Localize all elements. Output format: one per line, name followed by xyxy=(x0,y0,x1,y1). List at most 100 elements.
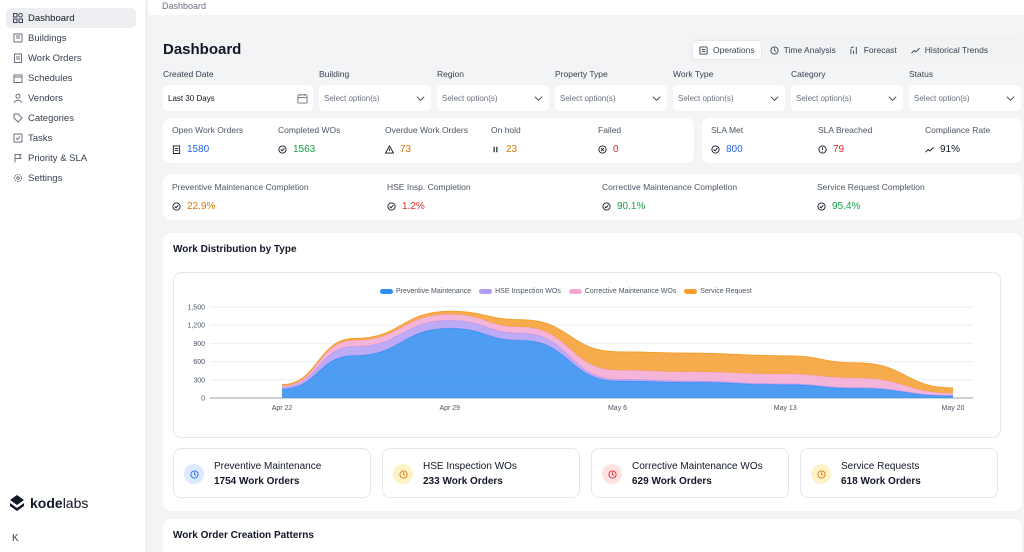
sidebar-item-label: Work Orders xyxy=(28,52,82,64)
type-card-name: Service Requests xyxy=(841,461,920,472)
stat-value: 1563 xyxy=(293,144,316,155)
x-axis-ticks: Apr 22 Apr 29 May 6 May 13 May 20 xyxy=(272,405,965,412)
legend-label: HSE Inspection WOs xyxy=(495,288,561,295)
clipboard-icon xyxy=(172,145,181,154)
sidebar-item-label: Vendors xyxy=(28,92,63,104)
area-preventive-maintenance[interactable] xyxy=(282,328,953,398)
stat-label: Overdue Work Orders xyxy=(385,125,468,135)
sla-stats-card: SLA Met 800 SLA Breached 79 Compliance R… xyxy=(702,118,1022,163)
filter-bar: Created Date Last 30 Days Building Selec… xyxy=(163,69,1024,113)
stat-value: 800 xyxy=(726,144,743,155)
sidebar-item-label: Tasks xyxy=(28,132,53,144)
area-corrective-maintenance-wos[interactable] xyxy=(282,314,953,396)
sidebar-item-work-orders[interactable]: Work Orders xyxy=(6,48,136,68)
type-card-hse[interactable]: HSE Inspection WOs 233 Work Orders xyxy=(382,448,580,498)
stat-label: SLA Breached xyxy=(818,125,873,135)
filter-building: Building Select option(s) xyxy=(319,69,431,111)
sidebar-item-categories[interactable]: Categories xyxy=(6,108,136,128)
work-distribution-title: Work Distribution by Type xyxy=(173,244,297,255)
stat-value: 1.2% xyxy=(402,201,425,212)
sidebar-item-dashboard[interactable]: Dashboard xyxy=(6,8,136,28)
filter-property-type: Property Type Select option(s) xyxy=(555,69,667,111)
stat-value: 90.1% xyxy=(617,201,646,212)
calendar-icon xyxy=(297,93,308,104)
stat-value: 95.4% xyxy=(832,201,861,212)
filter-work-type: Work Type Select option(s) xyxy=(673,69,785,111)
select-placeholder: Select option(s) xyxy=(560,93,616,103)
legend-item-preventive[interactable]: Preventive Maintenance xyxy=(380,288,471,295)
tab-historical-trends[interactable]: Historical Trends xyxy=(905,40,994,60)
clock-icon xyxy=(811,464,831,484)
legend-item-hse[interactable]: HSE Inspection WOs xyxy=(479,288,561,295)
stat-label: On hold xyxy=(491,125,521,135)
x-tick-label: May 13 xyxy=(774,405,797,412)
legend-swatch xyxy=(479,289,493,294)
filter-label: Region xyxy=(437,69,464,79)
dashboard-icon xyxy=(12,13,23,24)
stat-value: 1580 xyxy=(187,144,210,155)
type-card-corrective[interactable]: Corrective Maintenance WOs 629 Work Orde… xyxy=(591,448,789,498)
stat-label: Service Request Completion xyxy=(817,182,925,192)
x-circle-icon xyxy=(598,145,607,154)
x-tick-label: May 6 xyxy=(608,405,627,412)
priority-icon xyxy=(12,153,23,164)
stat-value: 23 xyxy=(506,144,518,155)
tab-operations[interactable]: Operations xyxy=(692,40,762,60)
check-circle-icon xyxy=(387,202,396,211)
stat-value: 73 xyxy=(400,144,412,155)
check-circle-icon xyxy=(278,145,287,154)
status-select[interactable]: Select option(s) xyxy=(909,85,1021,111)
sidebar-item-buildings[interactable]: Buildings xyxy=(6,28,136,48)
stat-value: 91% xyxy=(940,144,961,155)
y-tick-label: 600 xyxy=(193,359,205,366)
type-card-count: 618 Work Orders xyxy=(841,476,921,487)
gear-icon xyxy=(12,173,23,184)
area-hse-inspection-wos[interactable] xyxy=(282,320,953,396)
stat-overdue-work-orders: Overdue Work Orders 73 xyxy=(385,125,468,155)
date-range-input[interactable]: Last 30 Days xyxy=(163,85,313,111)
clock-icon xyxy=(393,464,413,484)
forecast-icon xyxy=(850,45,857,54)
operations-icon xyxy=(699,45,708,55)
select-placeholder: Select option(s) xyxy=(678,93,734,103)
property-type-select[interactable]: Select option(s) xyxy=(555,85,667,111)
sidebar-item-priority-sla[interactable]: Priority & SLA xyxy=(6,148,136,168)
clipboard-icon xyxy=(12,53,23,64)
filter-label: Property Type xyxy=(555,69,608,79)
tab-forecast[interactable]: Forecast xyxy=(844,40,903,60)
building-select[interactable]: Select option(s) xyxy=(319,85,431,111)
creation-patterns-title: Work Order Creation Patterns xyxy=(173,530,314,541)
logo-mark-icon xyxy=(10,495,24,511)
legend-label: Corrective Maintenance WOs xyxy=(584,288,677,295)
filter-label: Created Date xyxy=(163,69,214,79)
series-line xyxy=(281,310,954,389)
chevron-down-icon xyxy=(534,95,543,101)
tag-icon xyxy=(12,113,23,124)
select-placeholder: Select option(s) xyxy=(324,93,380,103)
stat-label: Completed WOs xyxy=(278,125,341,135)
region-select[interactable]: Select option(s) xyxy=(437,85,549,111)
stat-completed-wos: Completed WOs 1563 xyxy=(278,125,340,155)
collapse-sidebar-button[interactable]: K xyxy=(12,533,19,544)
sidebar-item-tasks[interactable]: Tasks xyxy=(6,128,136,148)
legend-item-service[interactable]: Service Request xyxy=(684,288,752,295)
legend-item-corrective[interactable]: Corrective Maintenance WOs xyxy=(568,288,677,295)
stat-compliance-rate: Compliance Rate 91% xyxy=(925,125,990,155)
stat-on-hold: On hold 23 xyxy=(491,125,521,155)
sidebar-item-settings[interactable]: Settings xyxy=(6,168,136,188)
category-select[interactable]: Select option(s) xyxy=(791,85,903,111)
type-card-preventive[interactable]: Preventive Maintenance 1754 Work Orders xyxy=(173,448,371,498)
tab-time-analysis[interactable]: Time Analysis xyxy=(764,40,842,60)
filter-region: Region Select option(s) xyxy=(437,69,549,111)
work-type-select[interactable]: Select option(s) xyxy=(673,85,785,111)
stat-label: Compliance Rate xyxy=(925,125,991,135)
sidebar-item-vendors[interactable]: Vendors xyxy=(6,88,136,108)
calendar-icon xyxy=(12,73,23,84)
sidebar-item-label: Schedules xyxy=(28,72,73,84)
chart-areas xyxy=(281,310,954,398)
work-distribution-chart: 0 300 600 900 1,200 1,500 Apr 22 Apr 29 May 6 Ma… xyxy=(187,305,973,412)
sidebar-item-schedules[interactable]: Schedules xyxy=(6,68,136,88)
filter-status: Status Select option(s) xyxy=(909,69,1021,111)
type-card-service[interactable]: Service Requests 618 Work Orders xyxy=(800,448,998,498)
type-card-count: 629 Work Orders xyxy=(632,476,712,487)
